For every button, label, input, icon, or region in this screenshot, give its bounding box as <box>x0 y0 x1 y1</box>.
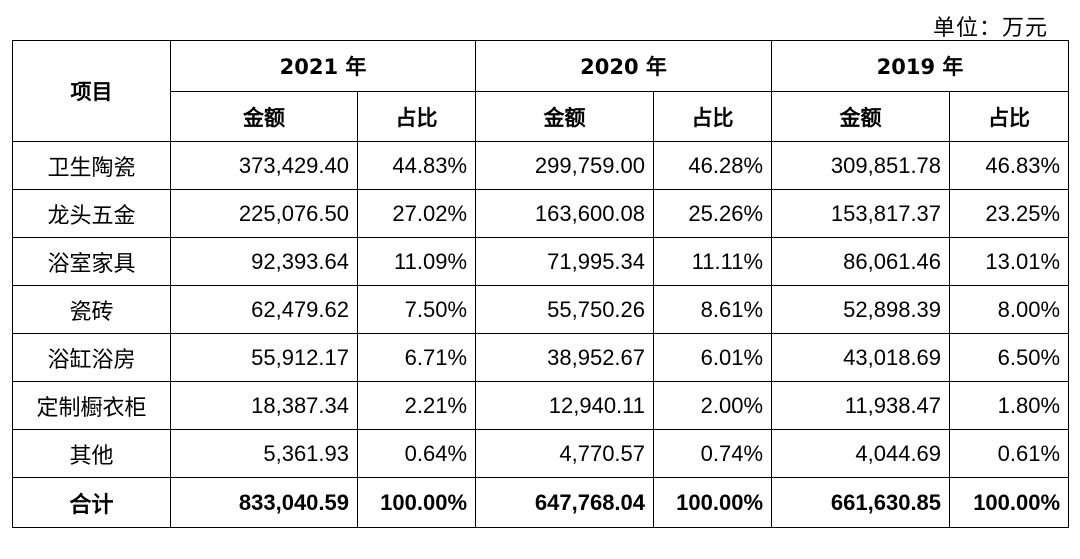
revenue-by-product-table: 项目 2021 年 2020 年 2019 年 金额 占比 金额 占比 金额 占… <box>12 40 1070 528</box>
total-row: 合计 833,040.59 100.00% 647,768.04 100.00%… <box>12 477 1070 528</box>
amount-2021: 5,361.93 <box>170 429 358 478</box>
amount-2021: 92,393.64 <box>170 237 358 286</box>
amount-2021: 55,912.17 <box>170 333 358 382</box>
ratio-2019: 13.01% <box>949 237 1070 286</box>
row-item: 其他 <box>12 429 171 478</box>
ratio-2020: 46.28% <box>653 141 773 190</box>
ratio-2020: 6.01% <box>653 333 773 382</box>
unit-label: 单位：万元 <box>932 16 1048 41</box>
amount-2020: 55,750.26 <box>475 285 655 334</box>
header-ratio: 占比 <box>356 91 477 142</box>
header-row-columns: 金额 占比 金额 占比 金额 占比 <box>13 91 1070 142</box>
row-item: 合计 <box>12 477 171 528</box>
amount-2020: 71,995.34 <box>475 237 655 286</box>
amount-2019: 52,898.39 <box>771 285 951 334</box>
ratio-2020: 100.00% <box>653 477 773 528</box>
amount-2020: 38,952.67 <box>475 333 655 382</box>
ratio-2021: 100.00% <box>356 477 477 528</box>
amount-2020: 12,940.11 <box>475 381 655 430</box>
row-item: 浴室家具 <box>12 237 171 286</box>
amount-2021: 18,387.34 <box>170 381 358 430</box>
ratio-2019: 46.83% <box>949 141 1070 190</box>
amount-2019: 309,851.78 <box>771 141 951 190</box>
row-item: 龙头五金 <box>12 189 171 238</box>
ratio-2021: 7.50% <box>356 285 477 334</box>
row-item: 浴缸浴房 <box>12 333 171 382</box>
header-amount: 金额 <box>170 91 358 142</box>
amount-2021: 225,076.50 <box>170 189 358 238</box>
ratio-2021: 6.71% <box>356 333 477 382</box>
amount-2019: 661,630.85 <box>771 477 951 528</box>
ratio-2020: 0.74% <box>653 429 773 478</box>
amount-2019: 43,018.69 <box>771 333 951 382</box>
table-row: 卫生陶瓷 373,429.40 44.83% 299,759.00 46.28%… <box>12 141 1070 190</box>
ratio-2019: 100.00% <box>949 477 1070 528</box>
ratio-2021: 44.83% <box>356 141 477 190</box>
amount-2019: 153,817.37 <box>771 189 951 238</box>
amount-2021: 373,429.40 <box>170 141 358 190</box>
ratio-2019: 1.80% <box>949 381 1070 430</box>
ratio-2021: 2.21% <box>356 381 477 430</box>
table-row: 定制橱衣柜 18,387.34 2.21% 12,940.11 2.00% 11… <box>12 381 1070 430</box>
table-row: 瓷砖 62,479.62 7.50% 55,750.26 8.61% 52,89… <box>12 285 1070 334</box>
row-item: 定制橱衣柜 <box>12 381 171 430</box>
table-row: 龙头五金 225,076.50 27.02% 163,600.08 25.26%… <box>12 189 1070 238</box>
ratio-2019: 23.25% <box>949 189 1070 238</box>
header-ratio: 占比 <box>949 91 1070 142</box>
amount-2020: 299,759.00 <box>475 141 655 190</box>
amount-2020: 163,600.08 <box>475 189 655 238</box>
amount-2019: 86,061.46 <box>771 237 951 286</box>
amount-2021: 62,479.62 <box>170 285 358 334</box>
ratio-2019: 0.61% <box>949 429 1070 478</box>
header-item: 项目 <box>12 40 171 142</box>
header-year-2021: 2021 年 <box>169 40 477 92</box>
header-row-years: 项目 2021 年 2020 年 2019 年 <box>12 40 1070 142</box>
ratio-2021: 11.09% <box>356 237 477 286</box>
ratio-2020: 11.11% <box>653 237 773 286</box>
ratio-2021: 0.64% <box>356 429 477 478</box>
amount-2020: 647,768.04 <box>475 477 655 528</box>
table-row: 其他 5,361.93 0.64% 4,770.57 0.74% 4,044.6… <box>12 429 1070 478</box>
ratio-2020: 8.61% <box>653 285 773 334</box>
amount-2019: 11,938.47 <box>771 381 951 430</box>
header-amount: 金额 <box>771 91 951 142</box>
table-row: 浴室家具 92,393.64 11.09% 71,995.34 11.11% 8… <box>12 237 1070 286</box>
amount-2019: 4,044.69 <box>771 429 951 478</box>
ratio-2020: 25.26% <box>653 189 773 238</box>
ratio-2021: 27.02% <box>356 189 477 238</box>
header-year-2020: 2020 年 <box>475 40 773 92</box>
row-item: 卫生陶瓷 <box>12 141 171 190</box>
row-item: 瓷砖 <box>12 285 171 334</box>
ratio-2019: 6.50% <box>949 333 1070 382</box>
amount-2020: 4,770.57 <box>475 429 655 478</box>
header-ratio: 占比 <box>653 91 773 142</box>
header-year-2019: 2019 年 <box>771 40 1070 92</box>
table-row: 浴缸浴房 55,912.17 6.71% 38,952.67 6.01% 43,… <box>12 333 1070 382</box>
ratio-2019: 8.00% <box>949 285 1070 334</box>
header-amount: 金额 <box>475 91 655 142</box>
amount-2021: 833,040.59 <box>170 477 358 528</box>
ratio-2020: 2.00% <box>653 381 773 430</box>
